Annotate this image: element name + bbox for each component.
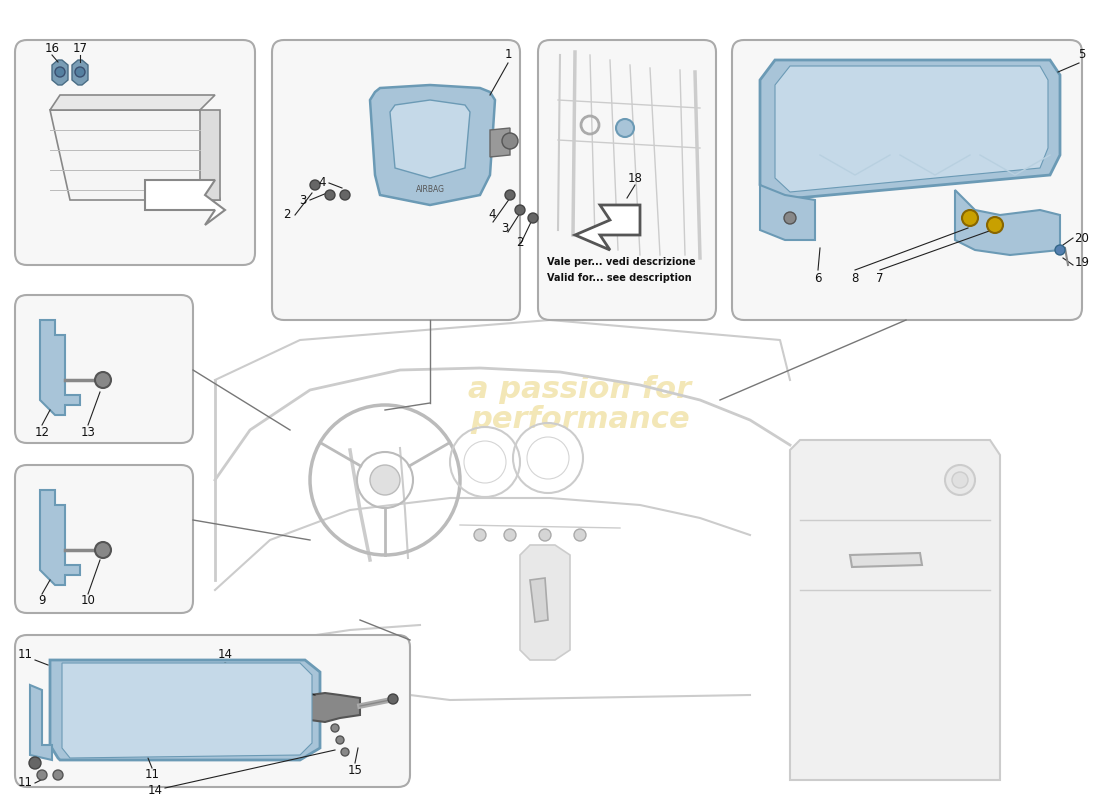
Text: 1: 1 [504,49,512,62]
Polygon shape [40,490,80,585]
Circle shape [53,770,63,780]
FancyBboxPatch shape [15,635,410,787]
FancyBboxPatch shape [538,40,716,320]
Circle shape [504,529,516,541]
Circle shape [336,736,344,744]
Circle shape [539,529,551,541]
Text: 16: 16 [44,42,59,54]
Polygon shape [776,66,1048,192]
Polygon shape [790,440,1000,780]
Polygon shape [955,190,1060,255]
Circle shape [341,748,349,756]
Polygon shape [490,128,510,157]
Polygon shape [62,663,312,758]
Polygon shape [200,110,220,200]
Polygon shape [575,205,640,250]
Polygon shape [50,95,215,110]
Text: 10: 10 [80,594,96,606]
Circle shape [331,724,339,732]
Circle shape [616,119,634,137]
Text: 3: 3 [502,222,508,234]
Polygon shape [530,578,548,622]
Text: 15: 15 [348,763,362,777]
Text: performance: performance [470,406,690,434]
Polygon shape [145,180,226,225]
Polygon shape [50,110,220,200]
FancyBboxPatch shape [732,40,1082,320]
Polygon shape [30,685,52,760]
Text: 5: 5 [1078,49,1086,62]
Text: 4: 4 [318,175,326,189]
Polygon shape [52,60,68,85]
Text: 12: 12 [34,426,50,438]
Text: 9: 9 [39,594,46,606]
Text: 7: 7 [877,271,883,285]
Text: 14: 14 [218,649,232,662]
Text: 11: 11 [18,649,33,662]
Circle shape [474,529,486,541]
Circle shape [370,465,400,495]
Polygon shape [370,85,495,205]
Polygon shape [310,693,360,722]
Text: 2: 2 [516,235,524,249]
Circle shape [962,210,978,226]
Text: #e8d070: #e8d070 [680,429,686,430]
Circle shape [505,190,515,200]
Polygon shape [72,60,88,85]
Text: 8: 8 [851,271,859,285]
Circle shape [95,542,111,558]
Polygon shape [40,320,80,415]
Polygon shape [50,660,320,760]
Circle shape [952,472,968,488]
Polygon shape [850,553,922,567]
Text: 17: 17 [73,42,88,54]
Circle shape [310,180,320,190]
Text: 14: 14 [147,783,163,797]
Circle shape [37,770,47,780]
Text: 13: 13 [80,426,96,438]
Circle shape [987,217,1003,233]
Circle shape [324,190,336,200]
Text: 2: 2 [284,209,290,222]
Polygon shape [520,545,570,660]
Circle shape [29,757,41,769]
Polygon shape [390,100,470,178]
FancyBboxPatch shape [15,295,192,443]
Circle shape [502,133,518,149]
FancyBboxPatch shape [15,40,255,265]
Circle shape [340,190,350,200]
Circle shape [528,213,538,223]
Circle shape [945,465,975,495]
Text: 19: 19 [1075,255,1089,269]
Text: Vale per... vedi descrizione: Vale per... vedi descrizione [547,257,695,267]
Polygon shape [760,60,1060,200]
Text: 6: 6 [814,271,822,285]
Circle shape [55,67,65,77]
Text: 11: 11 [18,777,33,790]
Circle shape [574,529,586,541]
FancyBboxPatch shape [15,465,192,613]
Circle shape [388,694,398,704]
FancyBboxPatch shape [272,40,520,320]
Text: 4: 4 [488,209,496,222]
Circle shape [784,212,796,224]
Text: 3: 3 [299,194,307,206]
Circle shape [1055,245,1065,255]
Circle shape [75,67,85,77]
Text: Valid for... see description: Valid for... see description [547,273,692,283]
Circle shape [95,372,111,388]
Text: 20: 20 [1075,231,1089,245]
Text: 11: 11 [144,769,159,782]
Text: 18: 18 [628,171,642,185]
Text: AIRBAG: AIRBAG [416,186,444,194]
Polygon shape [760,185,815,240]
Text: a passion for: a passion for [469,375,692,405]
Circle shape [515,205,525,215]
